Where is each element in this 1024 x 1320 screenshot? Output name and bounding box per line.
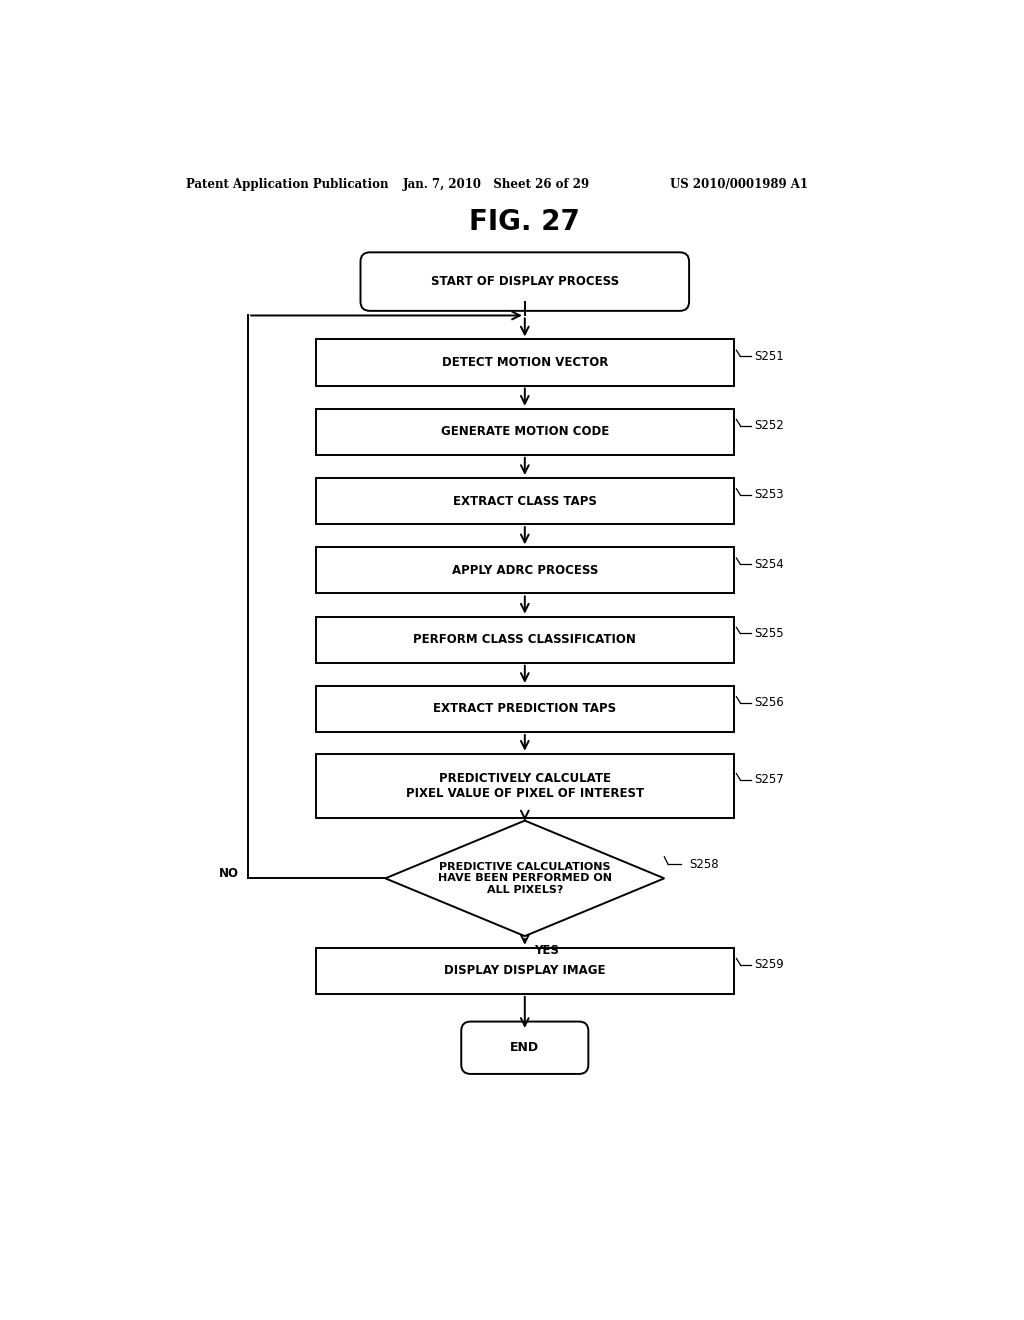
Text: PERFORM CLASS CLASSIFICATION: PERFORM CLASS CLASSIFICATION bbox=[414, 634, 636, 647]
Bar bbox=[315, 478, 734, 524]
Bar bbox=[315, 409, 734, 455]
Text: PREDICTIVE CALCULATIONS
HAVE BEEN PERFORMED ON
ALL PIXELS?: PREDICTIVE CALCULATIONS HAVE BEEN PERFOR… bbox=[438, 862, 611, 895]
Text: YES: YES bbox=[535, 944, 559, 957]
Text: DETECT MOTION VECTOR: DETECT MOTION VECTOR bbox=[441, 356, 608, 370]
Text: START OF DISPLAY PROCESS: START OF DISPLAY PROCESS bbox=[431, 275, 618, 288]
Text: S252: S252 bbox=[755, 418, 784, 432]
FancyBboxPatch shape bbox=[461, 1022, 589, 1074]
Text: S257: S257 bbox=[755, 774, 784, 787]
Bar bbox=[315, 754, 734, 818]
Text: EXTRACT PREDICTION TAPS: EXTRACT PREDICTION TAPS bbox=[433, 702, 616, 715]
Text: DISPLAY DISPLAY IMAGE: DISPLAY DISPLAY IMAGE bbox=[444, 964, 605, 977]
Text: S254: S254 bbox=[755, 557, 784, 570]
Text: S258: S258 bbox=[689, 858, 719, 871]
Text: Jan. 7, 2010   Sheet 26 of 29: Jan. 7, 2010 Sheet 26 of 29 bbox=[403, 178, 590, 190]
FancyBboxPatch shape bbox=[360, 252, 689, 312]
Text: S259: S259 bbox=[755, 958, 784, 972]
Text: GENERATE MOTION CODE: GENERATE MOTION CODE bbox=[440, 425, 609, 438]
Bar bbox=[315, 686, 734, 733]
Polygon shape bbox=[385, 821, 665, 936]
Text: S256: S256 bbox=[755, 696, 784, 709]
Text: Patent Application Publication: Patent Application Publication bbox=[186, 178, 389, 190]
Text: APPLY ADRC PROCESS: APPLY ADRC PROCESS bbox=[452, 564, 598, 577]
Bar bbox=[315, 616, 734, 663]
Bar bbox=[315, 948, 734, 994]
Text: US 2010/0001989 A1: US 2010/0001989 A1 bbox=[671, 178, 809, 190]
Text: S255: S255 bbox=[755, 627, 783, 640]
Text: END: END bbox=[510, 1041, 540, 1055]
Text: S253: S253 bbox=[755, 488, 783, 502]
Text: FIG. 27: FIG. 27 bbox=[469, 209, 581, 236]
Text: NO: NO bbox=[219, 867, 239, 880]
Text: S251: S251 bbox=[755, 350, 784, 363]
Text: PREDICTIVELY CALCULATE
PIXEL VALUE OF PIXEL OF INTEREST: PREDICTIVELY CALCULATE PIXEL VALUE OF PI… bbox=[406, 772, 644, 800]
Bar bbox=[315, 339, 734, 385]
Text: EXTRACT CLASS TAPS: EXTRACT CLASS TAPS bbox=[453, 495, 597, 508]
Bar bbox=[315, 548, 734, 594]
